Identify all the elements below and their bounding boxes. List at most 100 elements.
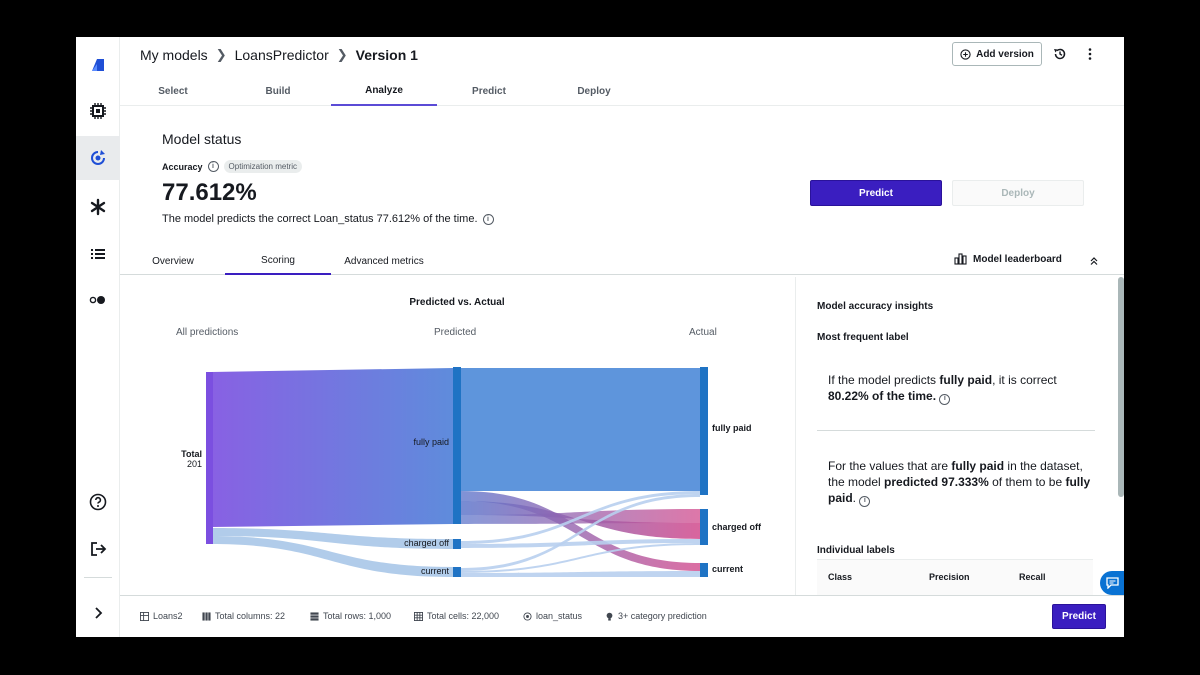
list-icon[interactable]	[76, 232, 120, 276]
table-header-class[interactable]: Class	[828, 572, 853, 582]
node-predicted-current[interactable]	[453, 567, 461, 577]
flow-total-fully-paid[interactable]	[211, 368, 453, 527]
chart-title: Predicted vs. Actual	[409, 297, 505, 308]
add-version-label: Add version	[976, 48, 1034, 60]
flow-current-current[interactable]	[461, 571, 700, 577]
footer-total-rows: Total rows: 1,000	[310, 611, 391, 621]
insights-divider	[817, 430, 1095, 431]
breadcrumb-my-models[interactable]: My models	[140, 47, 208, 63]
most-frequent-label-heading: Most frequent label	[817, 332, 909, 343]
workflow-steps: Select Build Analyze Predict Deploy	[120, 77, 1124, 106]
node-actual-current[interactable]	[700, 563, 708, 577]
label-actual-charged-off: charged off	[712, 522, 762, 532]
chip-icon[interactable]	[76, 89, 120, 133]
flow-chargedoff-chargedoff[interactable]	[461, 539, 700, 548]
footer-dataset-name: Loans2	[153, 611, 183, 621]
node-total[interactable]	[206, 372, 213, 544]
accuracy-value: 77.612%	[162, 179, 257, 206]
info-icon[interactable]: i	[482, 213, 494, 225]
footer-problem-type: 3+ category prediction	[605, 611, 707, 621]
step-predict[interactable]: Predict	[472, 86, 506, 97]
model-leaderboard-link[interactable]: Model leaderboard	[954, 253, 1062, 265]
asterisk-icon[interactable]	[76, 185, 120, 229]
optimization-metric-badge: Optimization metric	[223, 160, 302, 173]
deploy-button[interactable]: Deploy	[952, 180, 1084, 206]
tab-scoring[interactable]: Scoring	[225, 247, 331, 275]
rows-icon	[310, 611, 319, 621]
flow-current-fullypaid[interactable]	[461, 494, 700, 571]
step-build[interactable]: Build	[265, 86, 291, 97]
node-actual-charged-off[interactable]	[700, 509, 708, 545]
label-predicted-current: current	[421, 566, 450, 576]
label-actual-current: current	[712, 564, 743, 574]
step-deploy[interactable]: Deploy	[577, 86, 611, 97]
tab-overview[interactable]: Overview	[152, 255, 194, 267]
step-select[interactable]: Select	[158, 86, 188, 97]
column-label-all-predictions: All predictions	[176, 327, 239, 338]
breadcrumb-chevron-icon: ❯	[336, 47, 348, 62]
help-icon[interactable]	[76, 480, 120, 524]
individual-labels-heading: Individual labels	[817, 545, 895, 556]
insight-text-bold: fully paid	[951, 459, 1005, 473]
table-header-recall[interactable]: Recall	[1019, 572, 1046, 582]
breadcrumb-loanspredictor[interactable]: LoansPredictor	[234, 47, 329, 63]
footer-columns-text: Total columns: 22	[215, 611, 286, 621]
insight-text: For the values that are	[828, 459, 952, 473]
analysis-tabs: Overview Scoring Advanced metrics Model …	[120, 247, 1124, 275]
node-predicted-charged-off[interactable]	[453, 539, 461, 549]
chat-feedback-icon[interactable]	[1100, 571, 1124, 595]
history-icon[interactable]	[1050, 44, 1070, 64]
step-analyze[interactable]: Analyze	[331, 77, 437, 106]
rail-divider	[84, 577, 112, 578]
footer-predict-button[interactable]: Predict	[1052, 604, 1106, 629]
page-header: My models ❯ LoansPredictor ❯ Version 1 A…	[120, 37, 1124, 73]
model-accuracy-insights-panel: Model accuracy insights Most frequent la…	[795, 277, 1124, 595]
flow-total-current[interactable]	[211, 536, 453, 577]
table-header-precision[interactable]: Precision	[929, 572, 970, 582]
info-icon[interactable]: i	[207, 161, 219, 172]
info-icon[interactable]: i	[859, 495, 871, 507]
accuracy-description: The model predicts the correct Loan_stat…	[162, 213, 478, 225]
insight-text-bold: fully paid	[939, 373, 993, 387]
main-content: My models ❯ LoansPredictor ❯ Version 1 A…	[120, 37, 1124, 637]
node-actual-fully-paid[interactable]	[700, 367, 708, 495]
flow-fullypaid-fullypaid[interactable]	[461, 368, 700, 491]
insights-title: Model accuracy insights	[817, 301, 934, 312]
toggle-icon[interactable]	[76, 278, 120, 322]
predicted-vs-actual-panel: Predicted vs. Actual All predictions Pre…	[120, 277, 794, 595]
more-options-icon[interactable]	[1080, 44, 1100, 64]
breadcrumb: My models ❯ LoansPredictor ❯ Version 1	[140, 47, 418, 63]
label-predicted-charged-off: charged off	[404, 538, 449, 548]
label-total: Total	[181, 449, 202, 459]
footer-total-columns: Total columns: 22	[202, 611, 285, 621]
breadcrumb-current: Version 1	[355, 47, 418, 63]
cells-icon	[414, 611, 423, 621]
column-label-predicted: Predicted	[434, 327, 477, 338]
add-version-button[interactable]: Add version	[952, 42, 1042, 66]
flow-total-charged-off[interactable]	[211, 528, 453, 549]
dataset-footer: Loans2 Total columns: 22 Total rows: 1,0…	[120, 595, 1124, 637]
insight-precision-text: If the model predicts fully paid, it is …	[828, 372, 1098, 405]
accuracy-row: Accuracy i Optimization metric	[162, 160, 302, 173]
column-label-actual: Actual	[689, 327, 717, 338]
expand-chevron-icon[interactable]	[76, 591, 120, 635]
footer-dataset: Loans2	[140, 611, 183, 621]
predict-button[interactable]: Predict	[810, 180, 942, 206]
models-icon[interactable]	[76, 136, 120, 180]
collapse-chevron-icon[interactable]	[1086, 253, 1102, 269]
tab-advanced-metrics[interactable]: Advanced metrics	[344, 255, 424, 267]
flow-chargedoff-fullypaid[interactable]	[461, 491, 700, 544]
model-status-title: Model status	[162, 131, 242, 147]
info-icon[interactable]: i	[939, 393, 951, 405]
footer-total-cells: Total cells: 22,000	[414, 611, 499, 621]
sign-out-icon[interactable]	[76, 527, 120, 571]
canvas-logo-icon[interactable]	[76, 43, 120, 87]
footer-target-text: loan_status	[536, 611, 583, 621]
table-icon	[140, 611, 149, 621]
node-predicted-fully-paid[interactable]	[453, 367, 461, 524]
insight-text: of them to be	[988, 475, 1066, 489]
insight-text: in the dataset, the model	[828, 459, 1083, 489]
insights-scrollbar[interactable]	[1118, 277, 1124, 497]
breadcrumb-chevron-icon: ❯	[215, 47, 227, 62]
flow-current-chargedoff[interactable]	[461, 543, 700, 573]
